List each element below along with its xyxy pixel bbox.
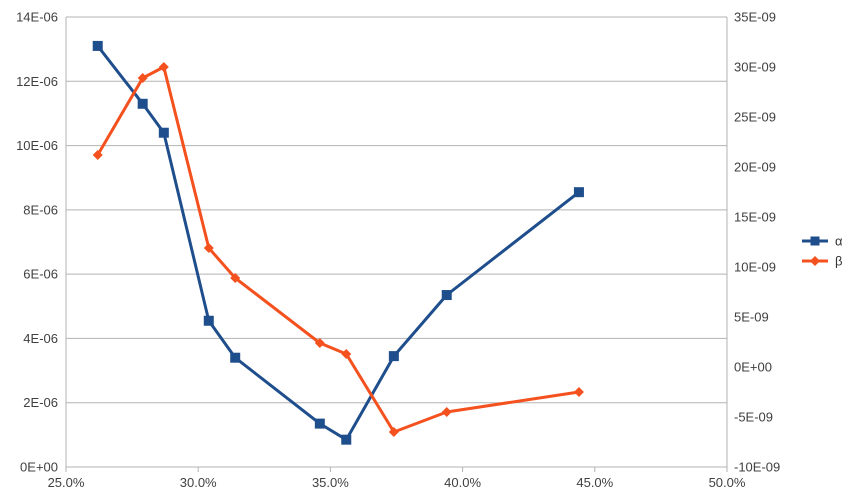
left-tick-label: 12E-06 <box>16 74 58 89</box>
left-tick-label: 6E-06 <box>23 267 58 282</box>
data-point <box>203 243 214 253</box>
right-tick-label: 35E-09 <box>734 10 776 25</box>
right-tick-label: -5E-09 <box>734 410 773 425</box>
left-tick-label: 14E-06 <box>16 10 58 25</box>
x-tick-label: 30.0% <box>180 475 217 490</box>
right-tick-label: 25E-09 <box>734 110 776 125</box>
right-tick-label: 20E-09 <box>734 160 776 175</box>
data-point <box>388 351 399 362</box>
data-point <box>441 407 452 417</box>
series-2 <box>92 62 584 437</box>
left-tick-label: 8E-06 <box>23 202 58 217</box>
legend: αβ <box>802 234 843 269</box>
data-point <box>388 427 399 437</box>
data-point <box>92 40 103 51</box>
x-tick-label: 35.0% <box>312 475 349 490</box>
series-line <box>96 65 580 434</box>
legend-marker <box>810 236 820 246</box>
data-point <box>137 73 148 83</box>
gridlines <box>66 16 727 468</box>
data-point <box>314 418 325 429</box>
data-point <box>92 150 103 160</box>
x-tick-label: 45.0% <box>576 475 613 490</box>
data-point <box>341 349 352 359</box>
left-tick-label: 10E-06 <box>16 138 58 153</box>
data-point <box>158 62 169 72</box>
left-tick-label: 4E-06 <box>23 331 58 346</box>
right-axis-ticks: -10E-09 -5E-09 0E+00 5E-09 10E-09 15E-09 20E-0… <box>734 10 780 475</box>
data-point <box>230 273 241 283</box>
axes <box>65 17 728 467</box>
data-point <box>341 434 352 445</box>
right-tick-label: 0E+00 <box>734 360 772 375</box>
legend-item: β <box>802 254 842 269</box>
right-tick-label: 15E-09 <box>734 210 776 225</box>
right-tick-label: -10E-09 <box>734 460 780 475</box>
legend-marker <box>810 256 820 266</box>
left-tick-label: 0E+00 <box>20 460 58 475</box>
data-point <box>158 127 169 138</box>
legend-item: α <box>802 234 843 249</box>
right-tick-label: 30E-09 <box>734 60 776 75</box>
left-axis-ticks: 0E+00 2E-06 4E-06 6E-06 8E-06 10E-06 12E-06 14E… <box>16 10 58 475</box>
x-tick-label: 25.0% <box>48 475 85 490</box>
series-group <box>92 40 584 445</box>
data-point <box>314 338 325 348</box>
data-point <box>573 387 584 397</box>
x-tick-label: 50.0% <box>709 475 746 490</box>
right-tick-label: 5E-09 <box>734 310 769 325</box>
x-axis-ticks: 25.0% 30.0% 35.0% 40.0% 45.0% 50.0% <box>48 467 746 490</box>
right-tick-label: 10E-09 <box>734 260 776 275</box>
data-point <box>137 98 148 109</box>
x-tick-label: 40.0% <box>444 475 481 490</box>
legend-label: α <box>835 234 843 249</box>
data-point <box>573 187 584 198</box>
left-tick-label: 2E-06 <box>23 395 58 410</box>
series-1 <box>92 40 584 445</box>
legend-label: β <box>835 254 842 269</box>
series-line <box>96 44 580 442</box>
data-point <box>230 352 241 363</box>
data-point <box>441 290 452 301</box>
data-point <box>203 315 214 326</box>
